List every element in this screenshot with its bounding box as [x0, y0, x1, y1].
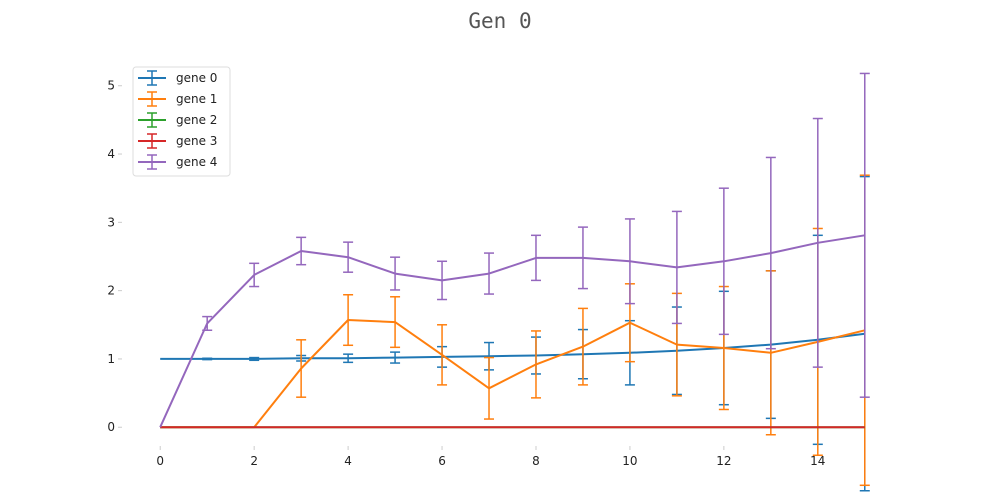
- legend-item: gene 0: [138, 70, 217, 86]
- series-layer: [159, 72, 870, 492]
- series-gene-4: [159, 72, 870, 428]
- x-tick-label: 4: [344, 454, 352, 468]
- legend-label: gene 4: [176, 155, 217, 169]
- chart-title: Gen 0: [468, 9, 531, 33]
- x-tick-label: 0: [156, 454, 164, 468]
- series-gene-1: [160, 174, 870, 487]
- series-line: [160, 319, 866, 429]
- x-tick-label: 10: [622, 454, 637, 468]
- y-tick-label: 4: [107, 147, 115, 161]
- y-tick-label: 2: [107, 284, 115, 298]
- y-tick-label: 5: [107, 79, 115, 93]
- x-tick-label: 2: [250, 454, 258, 468]
- legend-item: gene 2: [138, 112, 217, 128]
- y-tick-label: 0: [107, 420, 115, 434]
- legend-label: gene 0: [176, 71, 217, 85]
- x-axis-ticks: 0 2 4 6 8 10 12 14: [156, 446, 825, 468]
- y-tick-label: 3: [107, 215, 115, 229]
- legend-label: gene 2: [176, 113, 217, 127]
- x-tick-label: 8: [532, 454, 540, 468]
- x-tick-label: 14: [810, 454, 825, 468]
- legend: gene 0 gene 1 gene 2 gene 3 gene 4: [132, 66, 231, 177]
- legend-item: gene 3: [138, 133, 217, 149]
- legend-label: gene 1: [176, 92, 217, 106]
- series-line: [160, 332, 865, 360]
- legend-box: [132, 66, 231, 177]
- series-line: [159, 234, 865, 428]
- legend-label: gene 3: [176, 134, 217, 148]
- series-gene-0: [160, 175, 870, 492]
- y-axis-ticks: 0 1 2 3 4 5: [107, 79, 122, 434]
- y-tick-label: 1: [107, 352, 115, 366]
- x-tick-label: 12: [716, 454, 731, 468]
- x-tick-label: 6: [438, 454, 446, 468]
- legend-item: gene 1: [138, 91, 217, 107]
- legend-item: gene 4: [138, 154, 217, 170]
